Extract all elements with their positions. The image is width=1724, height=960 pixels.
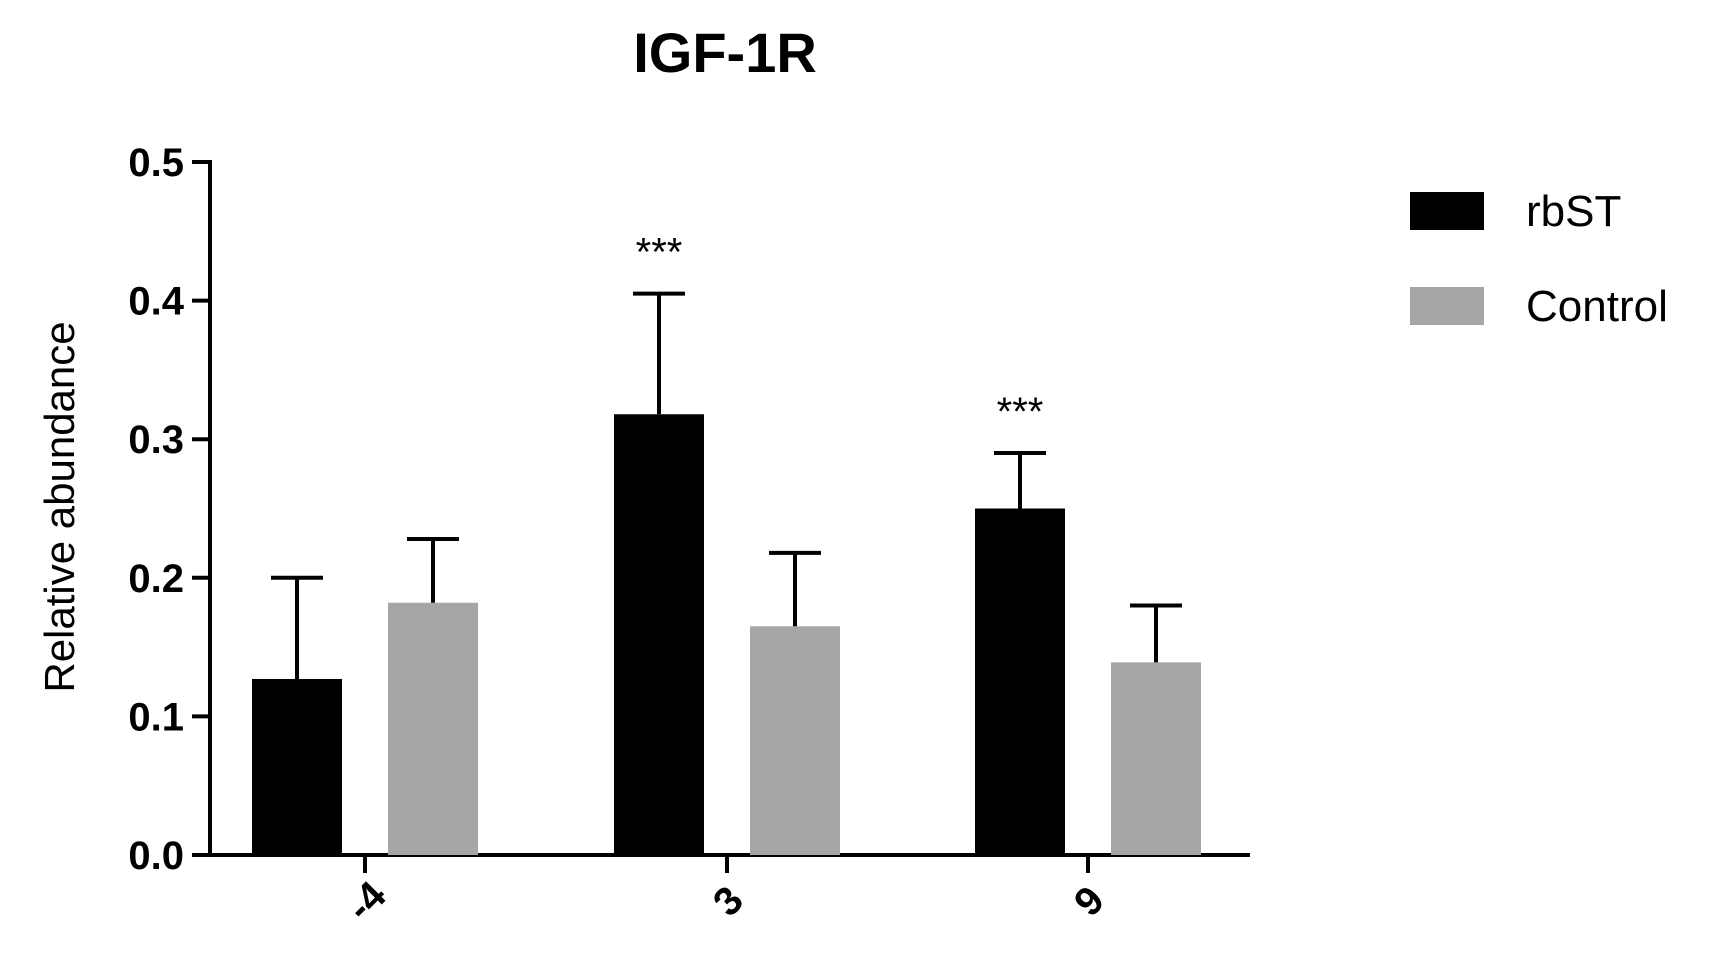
y-tick-label: 0.2 <box>128 557 184 601</box>
y-tick-label: 0.3 <box>128 418 184 462</box>
x-tick-label: 9 <box>1066 878 1113 925</box>
plot-area: 0.0 0.1 0.2 0.3 0.4 0.5 -4 3 9 *** *** <box>128 141 1250 930</box>
bar-control-3 <box>750 626 840 855</box>
bar-control-9 <box>1111 662 1201 855</box>
x-tick-label: 3 <box>705 878 752 925</box>
bar-rbst-9 <box>975 508 1065 855</box>
legend-swatch-rbst <box>1410 192 1484 230</box>
y-tick-label: 0.0 <box>128 834 184 878</box>
y-tick-label: 0.1 <box>128 695 184 739</box>
x-tick-label: -4 <box>338 873 395 930</box>
legend-label-rbst: rbST <box>1526 187 1621 236</box>
legend-swatch-control <box>1410 287 1484 325</box>
y-tick-label: 0.4 <box>128 280 184 324</box>
significance-marker: *** <box>636 231 683 275</box>
bar-rbst--4 <box>252 678 342 855</box>
legend: rbST Control <box>1410 187 1668 331</box>
chart-title: IGF-1R <box>633 21 817 84</box>
y-tick-label: 0.5 <box>128 141 184 185</box>
bar-rbst-3 <box>614 414 704 855</box>
bar-control--4 <box>388 602 478 855</box>
significance-marker: *** <box>997 390 1044 434</box>
legend-label-control: Control <box>1526 282 1668 331</box>
y-axis-label: Relative abundance <box>36 321 83 692</box>
